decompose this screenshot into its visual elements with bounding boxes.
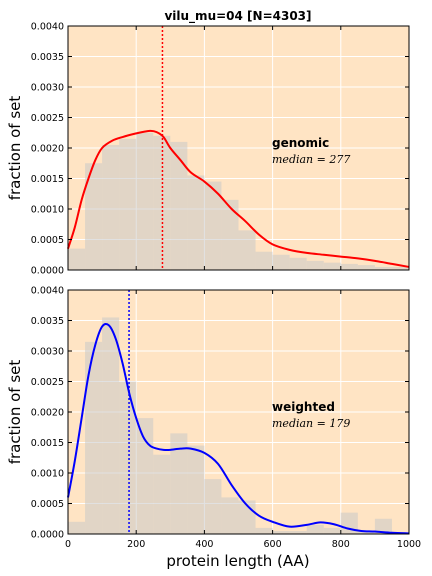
figure-title: vilu_mu=04 [N=4303] xyxy=(164,9,311,24)
histogram-bar xyxy=(374,266,392,270)
histogram-bars xyxy=(68,132,409,270)
histogram-bar xyxy=(357,530,375,534)
x-tick-label: 400 xyxy=(195,539,213,550)
density-curve xyxy=(67,323,410,535)
y-axis-label: fraction of set xyxy=(6,96,24,201)
y-tick-label: 0.0005 xyxy=(31,235,64,246)
density-curve-layer xyxy=(67,323,410,535)
histogram-bar xyxy=(85,341,103,534)
x-axis-ticks xyxy=(67,26,410,270)
y-tick-label: 0.0020 xyxy=(31,408,64,419)
histogram-bar xyxy=(272,254,290,270)
histogram-bar xyxy=(187,445,205,534)
density-curve-layer xyxy=(67,129,410,268)
histogram-bar xyxy=(68,521,86,534)
histogram-bar xyxy=(306,524,324,534)
y-tick-label: 0.0040 xyxy=(31,286,64,297)
y-axis-ticks: 0.0000 0.0005 0.0010 0.0015 0.0020 0.0025 0.00… xyxy=(31,22,409,277)
histogram-bar xyxy=(357,265,375,270)
y-tick-label: 0.0010 xyxy=(31,205,64,216)
histogram-bar xyxy=(102,317,120,534)
x-tick-label: 200 xyxy=(127,539,145,550)
y-tick-label: 0.0020 xyxy=(31,144,64,155)
histogram-bar xyxy=(136,132,154,270)
histogram-bar xyxy=(340,263,358,270)
y-tick-label: 0.0025 xyxy=(31,377,64,388)
y-tick-label: 0.0000 xyxy=(31,266,64,277)
histogram-bar xyxy=(272,530,290,534)
y-tick-label: 0.0000 xyxy=(31,530,64,541)
density-curve xyxy=(67,129,410,268)
y-tick-label: 0.0035 xyxy=(31,52,64,63)
y-tick-label: 0.0015 xyxy=(31,174,64,185)
y-axis-ticks: 0.0000 0.0005 0.0010 0.0015 0.0020 0.0025 0.00… xyxy=(31,286,409,541)
histogram-bar xyxy=(306,260,324,270)
x-axis-label: protein length (AA) xyxy=(166,552,309,570)
histogram-bar xyxy=(289,530,307,534)
histogram-bar xyxy=(323,262,341,270)
annotation-median: median = 179 xyxy=(272,417,350,430)
histogram-bar xyxy=(170,433,188,534)
y-tick-label: 0.0025 xyxy=(31,113,64,124)
y-tick-label: 0.0015 xyxy=(31,438,64,449)
histogram-bar xyxy=(204,479,222,534)
y-tick-label: 0.0005 xyxy=(31,499,64,510)
histogram-bar xyxy=(289,257,307,270)
y-tick-label: 0.0035 xyxy=(31,316,64,327)
histogram-bar xyxy=(187,175,205,270)
chart-panel-weighted: 0.0000 0.0005 0.0010 0.0015 0.0020 0.0025 0.00… xyxy=(6,286,421,551)
y-axis-label: fraction of set xyxy=(6,360,24,465)
y-tick-label: 0.0030 xyxy=(31,83,64,94)
histogram-bar xyxy=(119,381,137,534)
chart-panel-genomic: 0.0000 0.0005 0.0010 0.0015 0.0020 0.0025 0.00… xyxy=(6,22,410,277)
annotation-label: weighted xyxy=(272,400,335,414)
y-tick-label: 0.0030 xyxy=(31,347,64,358)
histogram-bar xyxy=(221,199,239,270)
x-tick-label: 800 xyxy=(332,539,350,550)
histogram-bar xyxy=(136,418,154,534)
histogram-bar xyxy=(68,248,86,270)
histogram-bar xyxy=(323,527,341,534)
histogram-bar xyxy=(102,144,120,270)
y-tick-label: 0.0010 xyxy=(31,469,64,480)
x-axis-ticks: 0 200 400 600 800 1000 xyxy=(65,290,421,550)
histogram-bar xyxy=(238,230,256,270)
x-tick-label: 600 xyxy=(264,539,282,550)
histogram-bar xyxy=(170,141,188,270)
histogram-bars xyxy=(68,317,392,534)
histogram-bar xyxy=(391,266,409,270)
histogram-bar xyxy=(119,138,137,270)
y-tick-label: 0.0040 xyxy=(31,22,64,33)
x-tick-label: 1000 xyxy=(397,539,421,550)
histogram-bar xyxy=(374,518,392,534)
histogram-bar xyxy=(221,497,239,534)
annotation-median: median = 277 xyxy=(272,153,350,166)
histogram-bar xyxy=(204,181,222,270)
histogram-bar xyxy=(153,454,171,534)
annotation-label: genomic xyxy=(272,136,329,150)
histogram-bar xyxy=(255,527,273,534)
histogram-bar xyxy=(85,163,103,270)
histogram-bar xyxy=(255,251,273,270)
x-tick-label: 0 xyxy=(65,539,71,550)
